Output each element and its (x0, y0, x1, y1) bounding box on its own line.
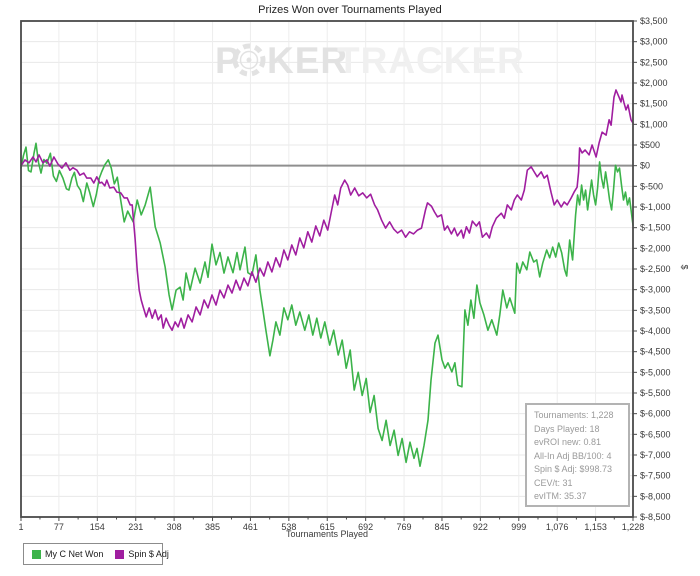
svg-text:TRACKER: TRACKER (337, 40, 525, 81)
x-axis-ticks: 1 77 154 231 308 385 461 538 615 692 769 845 922 999 1… (18, 517, 644, 532)
poker-chip-icon (232, 43, 266, 77)
stats-line: evITM: 35.37 (534, 491, 587, 501)
y-tick-label: $0 (640, 161, 650, 171)
x-axis-title: Tournaments Played (285, 529, 369, 539)
y-tick-label: $-6,000 (640, 409, 671, 419)
svg-text:KER: KER (267, 40, 348, 81)
x-tick-label: 999 (511, 522, 526, 532)
stats-box: Tournaments: 1,228 Days Played: 18 evROI n… (525, 403, 630, 507)
legend: My C Net Won Spin $ Adj (23, 543, 169, 565)
gridlines (21, 21, 634, 517)
y-tick-label: $-5,500 (640, 388, 671, 398)
stats-line: Spin $ Adj: $998.73 (534, 464, 613, 474)
y-tick-label: $1,500 (640, 99, 668, 109)
page-title: Prizes Won over Tournaments Played (258, 4, 442, 16)
x-tick-label: 845 (434, 522, 449, 532)
stats-line: Tournaments: 1,228 (534, 410, 614, 420)
legend-swatch-green (32, 549, 41, 559)
y-tick-label: $-6,500 (640, 429, 671, 439)
y-tick-label: $3,500 (640, 16, 668, 26)
y-tick-label: $2,500 (640, 57, 668, 67)
y-tick-label: $1,000 (640, 119, 668, 129)
y-tick-label: $-8,000 (640, 491, 671, 501)
x-tick-label: 922 (473, 522, 488, 532)
x-tick-label: 1,228 (622, 522, 645, 532)
stats-line: Days Played: 18 (534, 423, 600, 434)
x-tick-label: 769 (397, 522, 412, 532)
x-tick-label: 1 (18, 522, 23, 532)
y-tick-label: $-4,500 (640, 347, 671, 357)
y-tick-label: $-7,500 (640, 471, 671, 481)
stats-line: CEV/t: 31 (534, 477, 573, 488)
y-tick-label: $-2,000 (640, 243, 671, 253)
svg-text:P: P (215, 40, 241, 81)
legend-item-spin-adj: Spin $ Adj (115, 549, 169, 559)
legend-swatch-purple (115, 549, 125, 559)
x-tick-label: 692 (358, 522, 373, 532)
x-tick-label: 615 (320, 522, 335, 532)
x-tick-label: 154 (90, 522, 105, 532)
y-axis-title: $ (679, 264, 690, 270)
x-tick-label: 77 (54, 522, 64, 532)
y-tick-label: $-5,000 (640, 367, 671, 377)
series-line-spin-adj (20, 89, 634, 332)
y-tick-label: $500 (640, 140, 660, 150)
stats-line: evROI new: 0.81 (534, 437, 602, 447)
y-tick-label: $-1,000 (640, 202, 671, 212)
x-tick-label: 1,076 (546, 522, 569, 532)
legend-label: My C Net Won (45, 549, 104, 559)
x-tick-label: 385 (205, 522, 220, 532)
y-tick-label: $-3,000 (640, 285, 671, 295)
y-tick-label: $-500 (640, 181, 663, 191)
y-tick-label: $-7,000 (640, 450, 671, 460)
y-tick-label: $-1,500 (640, 223, 671, 233)
y-tick-label: $3,000 (640, 37, 668, 47)
x-tick-label: 461 (243, 522, 258, 532)
x-tick-label: 231 (128, 522, 143, 532)
series-line-my-c-net-won (20, 142, 634, 468)
legend-item-my-c-net-won: My C Net Won (32, 549, 103, 559)
x-tick-label: 538 (281, 522, 296, 532)
legend-label: Spin $ Adj (128, 549, 169, 559)
y-tick-label: $-3,500 (640, 305, 671, 315)
y-tick-label: $2,000 (640, 78, 668, 88)
y-tick-label: $-8,500 (640, 512, 671, 522)
x-tick-label: 1,153 (584, 522, 607, 532)
x-tick-label: 308 (167, 522, 182, 532)
y-axis-ticks: $3,500 $3,000 $2,500 $2,000 $1,500 $1,000 $500… (633, 16, 671, 522)
y-tick-label: $-2,500 (640, 264, 671, 274)
y-tick-label: $-4,000 (640, 326, 671, 336)
stats-line: All-In Adj BB/100: 4 (534, 450, 612, 461)
